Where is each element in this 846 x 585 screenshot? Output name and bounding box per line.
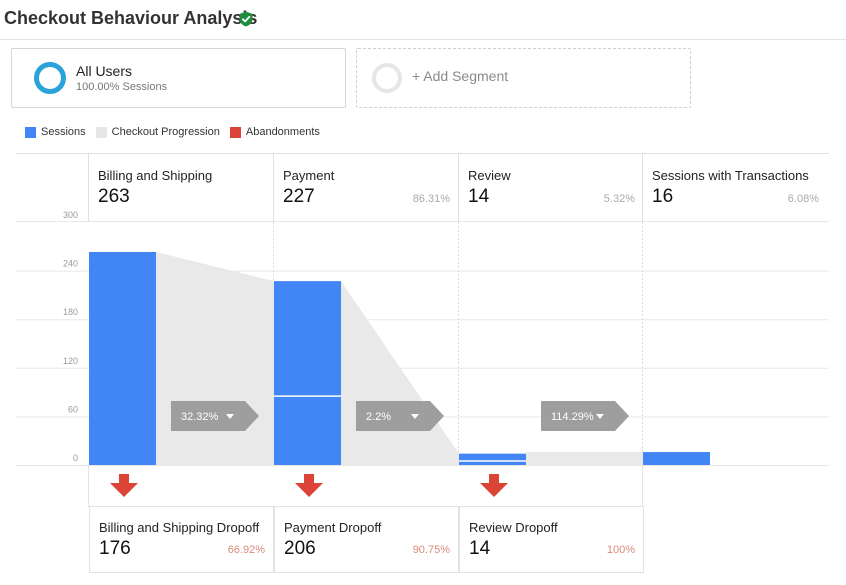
add-segment-label: + Add Segment xyxy=(412,68,509,84)
legend-label-progression: Checkout Progression xyxy=(111,126,220,138)
abandonment-arrow-icon xyxy=(110,474,138,497)
segment-ring-icon xyxy=(34,62,66,94)
chart-legend: Sessions Checkout Progression Abandonmen… xyxy=(25,125,330,139)
step-value: 263 xyxy=(98,186,130,207)
checkout-progression-area xyxy=(526,452,643,465)
legend-item-progression: Checkout Progression xyxy=(95,126,220,138)
legend-swatch-progression xyxy=(95,126,107,138)
conversion-tag: 32.32% xyxy=(171,401,259,431)
verified-shield-icon xyxy=(239,11,253,27)
legend-swatch-sessions xyxy=(25,126,36,138)
sessions-bar xyxy=(89,251,156,465)
step-value: 14 xyxy=(468,186,490,207)
checkout-progression-area xyxy=(156,251,274,465)
chevron-down-icon xyxy=(411,414,419,419)
conversion-rate-label: 2.2% xyxy=(366,411,391,423)
empty-segment-ring-icon xyxy=(372,63,402,93)
dropoff-box xyxy=(274,506,459,573)
sessions-bar xyxy=(274,281,341,465)
abandonment-arrow-icon xyxy=(480,474,508,497)
step-name-label: Payment xyxy=(283,168,335,183)
sessions-bar xyxy=(643,452,710,465)
segment-all-users[interactable]: All Users 100.00% Sessions xyxy=(11,48,346,108)
y-tick-label: 0 xyxy=(73,453,78,463)
step-name-label: Billing and Shipping xyxy=(98,168,212,183)
segment-subtitle: 100.00% Sessions xyxy=(76,81,168,93)
step-value: 227 xyxy=(283,186,315,207)
dropoff-name-label: Billing and Shipping Dropoff xyxy=(99,520,260,535)
step-percent: 5.32% xyxy=(604,193,635,205)
y-tick-label: 300 xyxy=(63,210,78,220)
dropoff-box xyxy=(459,506,644,573)
y-tick-label: 60 xyxy=(68,404,78,414)
sessions-bar xyxy=(459,453,526,465)
dropoff-name-label: Payment Dropoff xyxy=(284,520,382,535)
chevron-down-icon xyxy=(596,414,604,419)
legend-label-abandonments: Abandonments xyxy=(245,126,320,138)
conversion-rate-label: 32.32% xyxy=(181,411,219,423)
step-name-label: Review xyxy=(468,168,511,183)
page-title: Checkout Behaviour Analysis xyxy=(4,8,258,28)
conversion-tag-shape xyxy=(171,401,259,431)
conversion-tag-shape xyxy=(356,401,444,431)
dropoff-percent: 100% xyxy=(607,544,635,556)
step-value: 16 xyxy=(652,186,673,207)
legend-item-abandonments: Abandonments xyxy=(229,126,320,138)
dropoff-percent: 66.92% xyxy=(228,544,266,556)
step-percent: 86.31% xyxy=(413,193,451,205)
abandonment-arrow-icon xyxy=(295,474,323,497)
legend-item-sessions: Sessions xyxy=(25,126,86,138)
legend-label-sessions: Sessions xyxy=(41,126,86,138)
y-tick-label: 240 xyxy=(63,259,78,269)
dropoff-value: 14 xyxy=(469,538,491,559)
conversion-rate-label: 114.29% xyxy=(551,411,594,423)
dropoff-value: 176 xyxy=(99,538,131,559)
chevron-down-icon xyxy=(226,414,234,419)
step-name-label: Sessions with Transactions xyxy=(652,168,809,183)
y-tick-label: 120 xyxy=(63,356,78,366)
dropoff-value: 206 xyxy=(284,538,316,559)
title-bar: Checkout Behaviour Analysis xyxy=(0,0,846,40)
y-tick-label: 180 xyxy=(63,307,78,317)
dropoff-name-label: Review Dropoff xyxy=(469,520,558,535)
checkout-progression-area xyxy=(341,281,459,465)
segment-name: All Users xyxy=(76,63,133,79)
dropoff-percent: 90.75% xyxy=(413,544,451,556)
conversion-tag-shape xyxy=(541,401,629,431)
add-segment-button[interactable]: + Add Segment xyxy=(356,48,691,108)
legend-swatch-abandonments xyxy=(229,126,241,138)
step-percent: 6.08% xyxy=(788,193,819,205)
dropoff-box xyxy=(89,506,274,573)
conversion-tag: 2.2% xyxy=(356,401,444,431)
conversion-tag: 114.29% xyxy=(541,401,629,431)
